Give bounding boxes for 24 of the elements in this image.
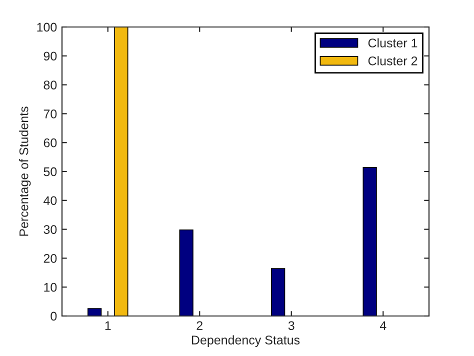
- bar: [179, 229, 194, 316]
- y-tick-label: 70: [44, 110, 57, 118]
- x-tick-label: 4: [380, 321, 386, 330]
- bar: [88, 308, 102, 316]
- legend-label: Cluster 1: [368, 38, 418, 48]
- y-tick-label: 80: [44, 80, 57, 90]
- y-tick-label: 30: [44, 225, 57, 234]
- x-tick-label: 1: [105, 321, 111, 330]
- x-tick-label: 2: [196, 321, 202, 330]
- y-tick-label: 60: [44, 138, 57, 148]
- y-tick-label: 50: [44, 167, 57, 176]
- y-tick-label: 40: [44, 196, 57, 206]
- bar: [114, 27, 128, 316]
- y-tick-label: 90: [44, 52, 57, 61]
- y-tick-label: 0: [50, 312, 57, 321]
- y-tick-label: 100: [37, 22, 57, 32]
- x-tick-label: 3: [288, 321, 294, 330]
- bar: [271, 268, 286, 316]
- y-tick-label: 10: [44, 282, 57, 292]
- y-tick-label: 20: [44, 254, 57, 263]
- y-axis-title: Percentage of Students: [19, 106, 31, 236]
- x-axis-title: Dependency Status: [192, 335, 300, 347]
- bar: [362, 167, 377, 316]
- legend-label: Cluster 2: [368, 56, 418, 66]
